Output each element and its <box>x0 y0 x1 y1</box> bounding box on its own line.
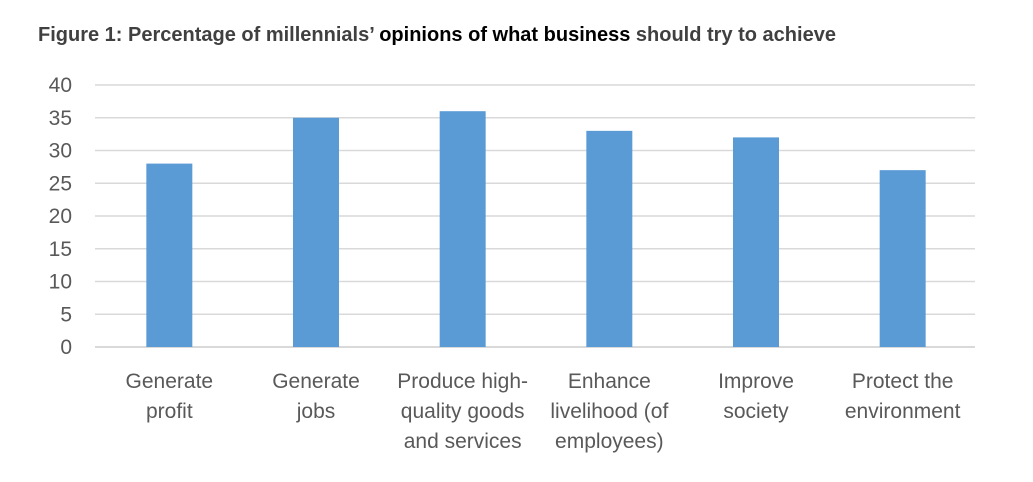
bar <box>733 137 779 347</box>
y-tick-label: 30 <box>49 140 72 163</box>
x-category-label: jobs <box>296 400 336 423</box>
y-tick-label: 20 <box>49 205 72 228</box>
x-category-label: society <box>723 400 789 423</box>
bar <box>293 117 339 347</box>
chart-title: Figure 1: Percentage of millennials’ opi… <box>38 24 836 47</box>
x-category-label: Protect the <box>852 370 954 393</box>
bar <box>439 111 486 347</box>
x-category-label: Improve <box>718 370 794 393</box>
x-category-label: Produce high- <box>397 370 528 393</box>
bar <box>586 130 633 347</box>
bar <box>146 163 193 347</box>
bar <box>879 170 926 347</box>
y-tick-label: 35 <box>49 107 72 130</box>
y-tick-label: 10 <box>49 271 72 294</box>
title-part: should try to achieve <box>630 24 836 46</box>
y-tick-label: 40 <box>49 74 72 97</box>
x-category-label: quality goods <box>401 400 525 423</box>
title-part: opinions of what business <box>379 24 631 46</box>
title-part: Figure 1: Percentage of millennials’ <box>38 24 380 46</box>
x-category-label: employees) <box>555 430 664 453</box>
x-category-label: Enhance <box>568 370 651 393</box>
x-category-label: Generate <box>272 370 360 393</box>
y-tick-label: 5 <box>60 303 72 326</box>
x-category-label: and services <box>404 430 522 453</box>
y-tick-label: 15 <box>49 238 72 261</box>
x-category-label: environment <box>845 400 961 423</box>
x-category-label: livelihood (of <box>550 400 668 423</box>
y-tick-label: 25 <box>49 172 72 195</box>
y-tick-label: 0 <box>60 336 72 359</box>
x-category-label: profit <box>146 400 193 423</box>
x-category-label: Generate <box>126 370 214 393</box>
